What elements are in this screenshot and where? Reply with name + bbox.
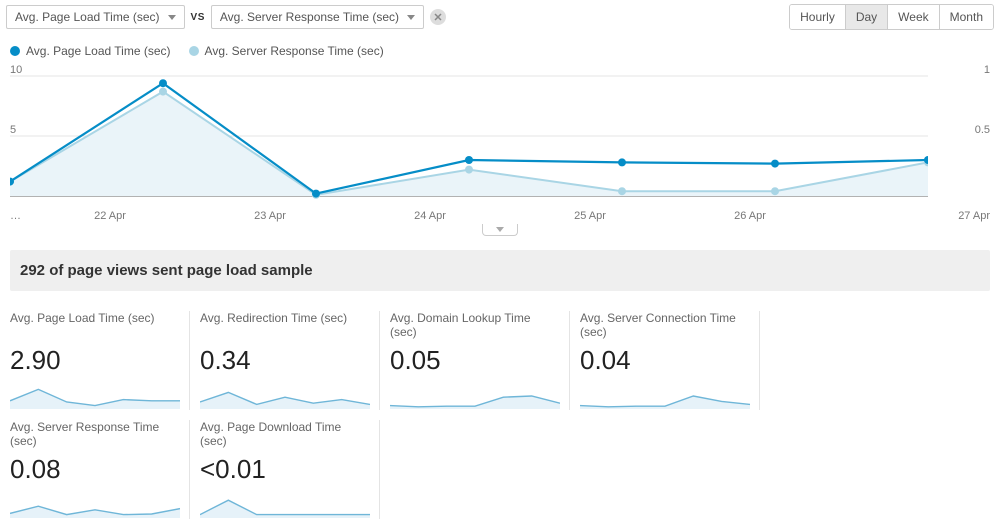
sparkline [200, 491, 370, 519]
x-axis-label: … [10, 210, 30, 222]
metric-card-label: Avg. Redirection Time (sec) [200, 311, 369, 343]
metric-cards: Avg. Page Load Time (sec)2.90Avg. Redire… [0, 291, 780, 529]
legend-item: Avg. Server Response Time (sec) [189, 44, 384, 58]
metric-card[interactable]: Avg. Server Response Time (sec)0.08 [10, 420, 190, 519]
sample-summary-bar: 292 of page views sent page load sample [10, 250, 990, 291]
legend-dot-icon [10, 46, 20, 56]
x-axis-labels: …22 Apr23 Apr24 Apr25 Apr26 Apr27 Apr [0, 204, 1000, 222]
x-axis-label: 26 Apr [670, 210, 830, 222]
sparkline [580, 382, 750, 410]
metric-select-1-label: Avg. Page Load Time (sec) [15, 10, 160, 24]
metric-card-value: 0.08 [10, 454, 179, 485]
metric-card[interactable]: Avg. Page Download Time (sec)<0.01 [200, 420, 380, 519]
time-range-toggle: HourlyDayWeekMonth [789, 4, 994, 30]
sparkline [10, 491, 180, 519]
legend-label: Avg. Page Load Time (sec) [26, 44, 171, 58]
y-left-tick: 5 [10, 124, 16, 136]
x-axis-label: 24 Apr [350, 210, 510, 222]
metric-card[interactable]: Avg. Domain Lookup Time (sec)0.05 [390, 311, 570, 410]
x-axis-label: 23 Apr [190, 210, 350, 222]
metric-card-value: 0.04 [580, 345, 749, 376]
chart-legend: Avg. Page Load Time (sec) Avg. Server Res… [0, 34, 1000, 58]
metric-card-value: 2.90 [10, 345, 179, 376]
vs-label: VS [191, 12, 205, 23]
line-chart-svg [10, 66, 928, 204]
y-right-tick: 0.5 [975, 124, 990, 136]
metric-card-value: <0.01 [200, 454, 369, 485]
y-right-tick: 1 [984, 64, 990, 76]
clear-comparison-button[interactable] [430, 9, 446, 25]
metric-select-2-label: Avg. Server Response Time (sec) [220, 10, 399, 24]
metric-card-value: 0.05 [390, 345, 559, 376]
legend-item: Avg. Page Load Time (sec) [10, 44, 171, 58]
metric-card-label: Avg. Domain Lookup Time (sec) [390, 311, 559, 343]
chevron-down-icon [407, 15, 415, 20]
chevron-down-icon [168, 15, 176, 20]
top-bar: Avg. Page Load Time (sec) VS Avg. Server… [0, 0, 1000, 34]
metric-select-2[interactable]: Avg. Server Response Time (sec) [211, 5, 424, 29]
legend-dot-icon [189, 46, 199, 56]
metric-card[interactable]: Avg. Redirection Time (sec)0.34 [200, 311, 380, 410]
metric-card-label: Avg. Page Download Time (sec) [200, 420, 369, 452]
chevron-down-icon [496, 227, 504, 232]
chart-expand-handle[interactable] [482, 224, 518, 236]
metric-card[interactable]: Avg. Page Load Time (sec)2.90 [10, 311, 190, 410]
metric-select-1[interactable]: Avg. Page Load Time (sec) [6, 5, 185, 29]
metric-card[interactable]: Avg. Server Connection Time (sec)0.04 [580, 311, 760, 410]
metric-card-label: Avg. Server Connection Time (sec) [580, 311, 749, 343]
y-left-tick: 10 [10, 64, 22, 76]
metric-card-label: Avg. Page Load Time (sec) [10, 311, 179, 343]
x-axis-label: 22 Apr [30, 210, 190, 222]
range-btn-hourly[interactable]: Hourly [790, 5, 845, 29]
x-axis-label: 25 Apr [510, 210, 670, 222]
metric-card-label: Avg. Server Response Time (sec) [10, 420, 179, 452]
range-btn-month[interactable]: Month [939, 5, 993, 29]
legend-label: Avg. Server Response Time (sec) [205, 44, 384, 58]
sparkline [390, 382, 560, 410]
metric-card-value: 0.34 [200, 345, 369, 376]
x-axis-label: 27 Apr [830, 210, 990, 222]
sparkline [200, 382, 370, 410]
main-chart: 10 5 1 0.5 [0, 58, 1000, 204]
sparkline [10, 382, 180, 410]
range-btn-day[interactable]: Day [845, 5, 887, 29]
range-btn-week[interactable]: Week [887, 5, 938, 29]
close-icon [434, 13, 442, 21]
